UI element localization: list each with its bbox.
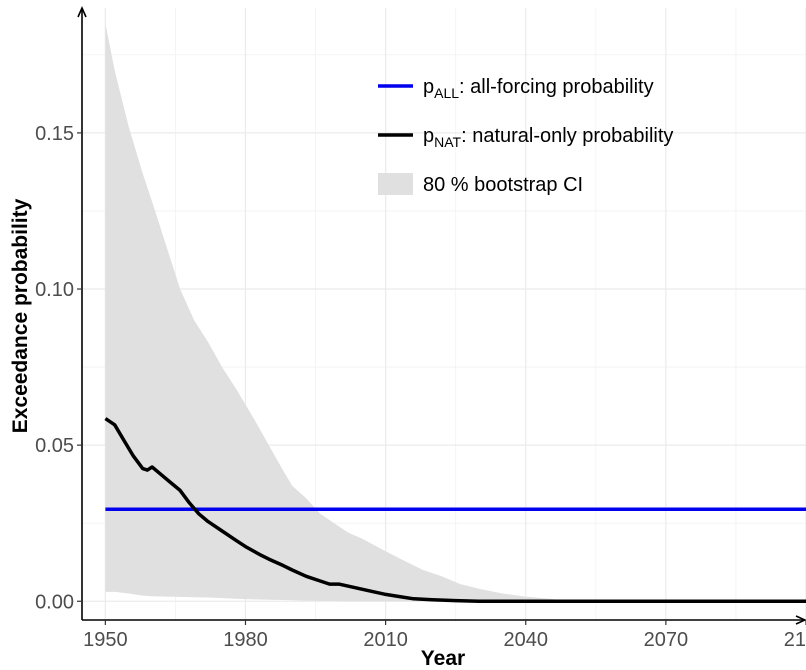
x-axis-title: Year	[421, 647, 465, 670]
x-tick-label: 2040	[503, 629, 548, 651]
legend: pALL: all-forcing probability pNAT: natur…	[378, 76, 673, 196]
x-tick-label: 1980	[223, 629, 268, 651]
series-line-p-nat	[104, 417, 806, 604]
legend-key-ci	[378, 173, 413, 195]
series-layer	[104, 417, 806, 604]
y-tick-label: 0.05	[35, 435, 74, 457]
y-tick-labels: 0.00 0.05 0.10 0.15	[35, 123, 74, 613]
y-tick-label: 0.10	[35, 279, 74, 301]
legend-label-ci: 80 % bootstrap CI	[423, 174, 583, 196]
ci-band	[105, 23, 806, 602]
ci-band-layer	[105, 23, 806, 602]
x-axis-arrow	[795, 615, 806, 625]
legend-label-p-all: pALL: all-forcing probability	[423, 76, 654, 101]
y-tick-label: 0.00	[35, 591, 74, 613]
y-axis-arrow	[77, 6, 87, 18]
y-axis-title: Exceedance probability	[9, 198, 32, 433]
x-tick-label: 1950	[83, 629, 128, 651]
legend-label-p-nat: pNAT: natural-only probability	[423, 125, 673, 150]
x-tick-label: 2100	[784, 629, 806, 651]
y-tick-label: 0.15	[35, 123, 74, 145]
x-tick-label: 2070	[644, 629, 689, 651]
axes	[77, 6, 806, 625]
x-tick-label: 2010	[363, 629, 408, 651]
x-tick-labels: 1950 1980 2010 2040 2070 2100	[83, 629, 806, 651]
